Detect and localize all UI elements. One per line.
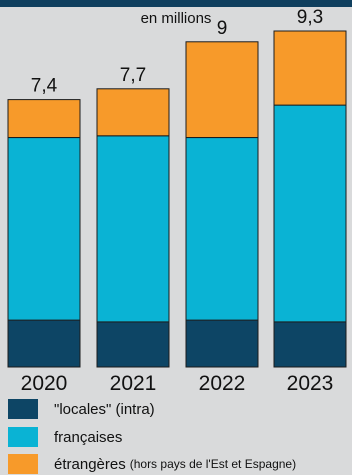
- legend-swatch-etrangeres: [8, 454, 38, 474]
- bar-segment-2023-2: [273, 30, 347, 106]
- total-label-2020: 7,4: [31, 76, 58, 97]
- header-band: [0, 0, 352, 7]
- total-label-2023: 9,3: [297, 7, 323, 28]
- legend-label-etrangeres: étrangères: [54, 455, 126, 473]
- category-label-2020: 2020: [21, 372, 68, 395]
- legend-item-locales: "locales" (intra): [8, 399, 155, 419]
- bar-segment-2023-0: [273, 321, 347, 368]
- legend-item-francaises: françaises: [8, 427, 122, 447]
- total-label-2021: 7,7: [120, 65, 146, 86]
- bar-segment-2021-0: [96, 321, 170, 368]
- bar-segment-2020-1: [7, 137, 81, 321]
- bar-segment-2022-0: [185, 319, 259, 368]
- legend-note-etrangeres: (hors pays de l'Est et Espagne): [129, 457, 297, 471]
- legend-label-francaises: françaises: [54, 428, 123, 446]
- total-label-2022: 9: [217, 18, 228, 39]
- bar-segment-2020-0: [7, 319, 81, 368]
- category-label-2021: 2021: [110, 372, 157, 395]
- category-label-2022: 2022: [199, 372, 246, 395]
- bar-segment-2021-1: [96, 135, 170, 323]
- bar-segment-2022-2: [185, 41, 259, 138]
- bar-segment-2022-1: [185, 137, 259, 321]
- bar-segment-2021-2: [96, 88, 170, 137]
- bar-segment-2023-1: [273, 104, 347, 323]
- bar-segment-2020-2: [7, 99, 81, 138]
- category-label-2023: 2023: [287, 372, 334, 395]
- legend-label-locales: "locales" (intra): [54, 400, 155, 418]
- legend-swatch-francaises: [8, 427, 38, 447]
- legend-item-etrangeres: étrangères (hors pays de l'Est et Espagn…: [8, 454, 296, 474]
- legend-swatch-locales: [8, 399, 38, 419]
- chart-subtitle: en millions: [140, 10, 212, 27]
